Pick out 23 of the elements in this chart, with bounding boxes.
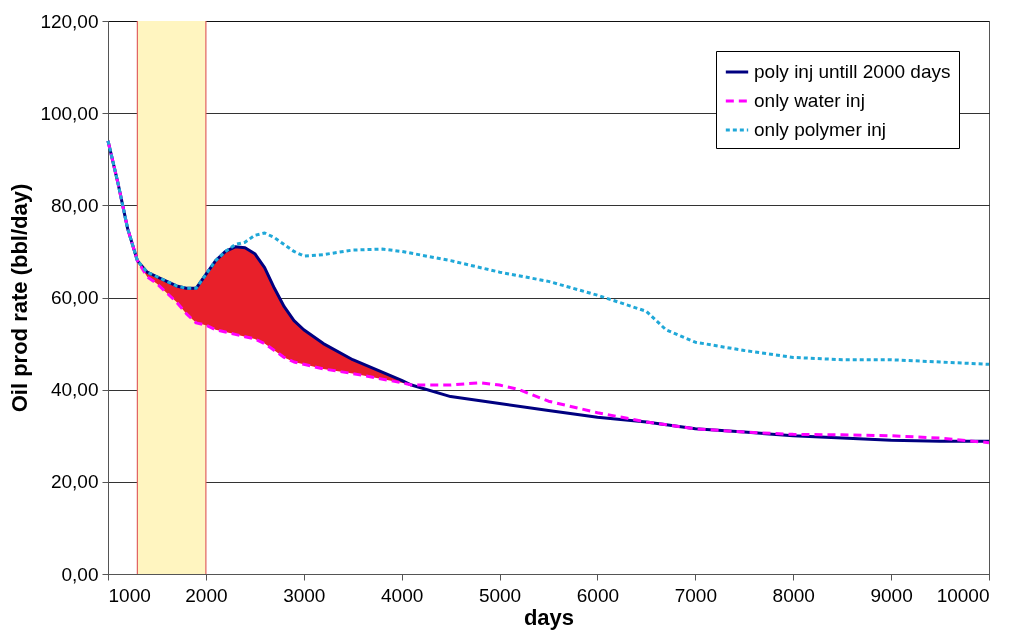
y-tick-label: 20,00 xyxy=(50,471,99,493)
x-tick-label: 7000 xyxy=(674,584,717,606)
y-tick-label: 80,00 xyxy=(50,194,99,216)
legend-label: only water inj xyxy=(754,90,865,111)
legend-label: only polymer inj xyxy=(754,119,886,140)
x-tick-label: 9000 xyxy=(870,584,913,606)
x-tick-label: 6000 xyxy=(576,584,620,606)
y-tick-label: 120,00 xyxy=(40,10,99,32)
y-axis-title: Oil prod rate (bbl/day) xyxy=(7,183,33,413)
y-tick-label: 60,00 xyxy=(50,287,99,308)
line-series xyxy=(106,139,991,366)
x-tick-label: 2000 xyxy=(185,584,228,606)
x-tick-label: 8000 xyxy=(772,584,815,606)
y-tick-label: 100,00 xyxy=(40,102,99,124)
y-tick-label: 40,00 xyxy=(50,379,99,401)
x-axis-title: days xyxy=(523,604,575,630)
legend-label: poly inj untill 2000 days xyxy=(754,61,951,82)
x-tick-label: 10000 xyxy=(936,584,990,606)
x-tick-label: 1000 xyxy=(108,584,151,606)
x-tick-label: 5000 xyxy=(478,584,522,606)
x-tick-label: 4000 xyxy=(381,584,424,606)
y-tick-label: 0,00 xyxy=(61,563,99,585)
x-tick-label: 3000 xyxy=(283,584,326,606)
